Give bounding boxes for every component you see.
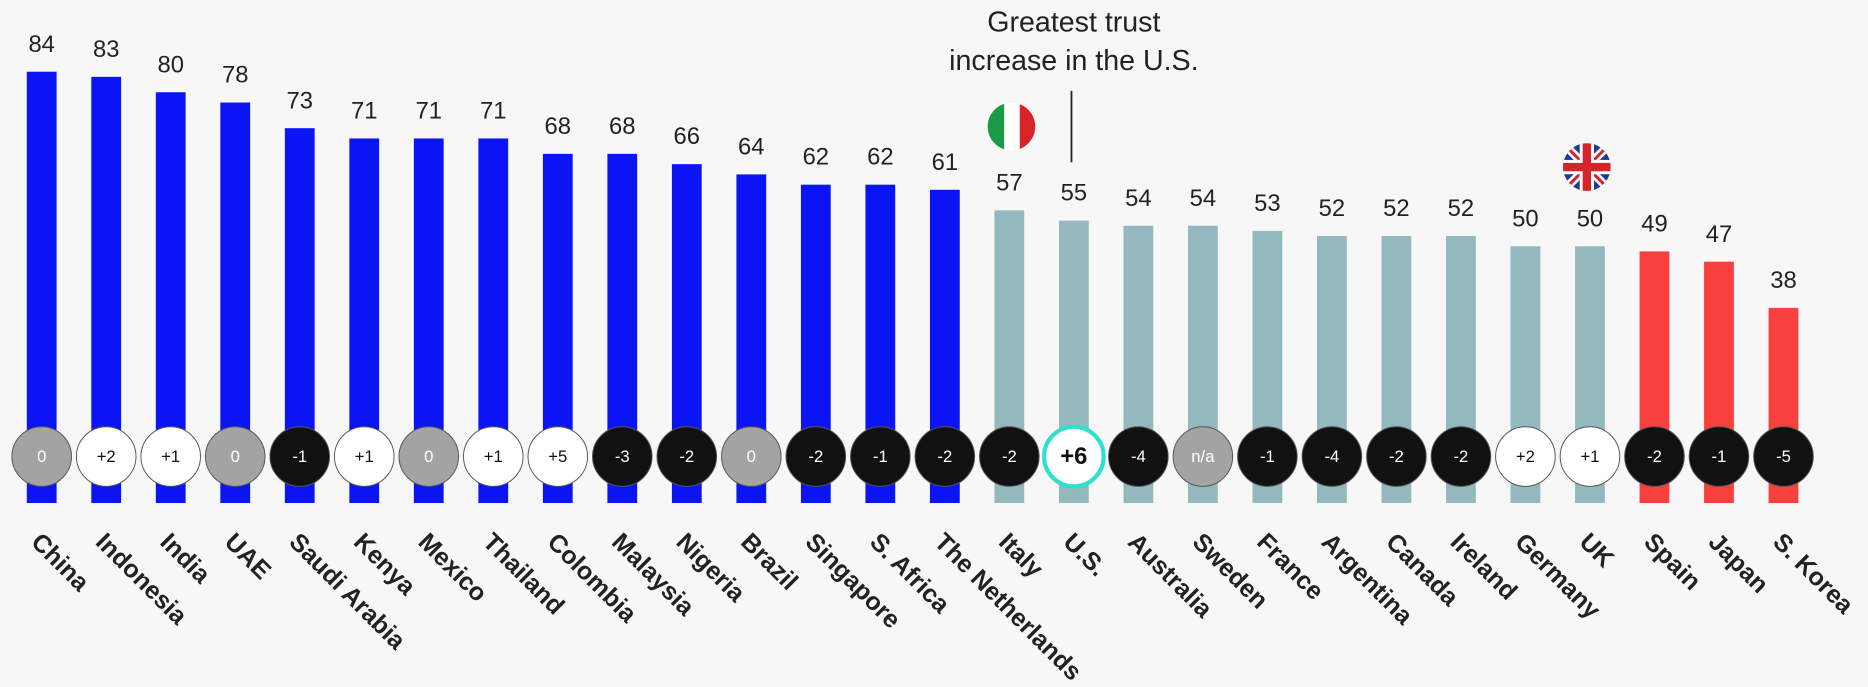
value-label: 49 — [1641, 211, 1668, 238]
value-label: 71 — [480, 98, 506, 125]
change-label: -1 — [873, 447, 888, 466]
value-label: 78 — [222, 62, 249, 89]
change-badge — [592, 426, 653, 487]
flag-uk — [1563, 143, 1611, 191]
value-label: 57 — [996, 169, 1023, 196]
value-label: 61 — [932, 149, 959, 176]
change-label: n/a — [1191, 447, 1215, 466]
change-badge — [721, 426, 782, 487]
change-label: -2 — [1647, 447, 1662, 466]
change-badge — [785, 426, 847, 487]
change-label: +1 — [1580, 447, 1599, 466]
value-label: 54 — [1190, 185, 1217, 212]
value-label: 71 — [351, 98, 378, 125]
value-label: 68 — [545, 113, 572, 140]
change-label: 0 — [424, 447, 433, 466]
change-badge — [914, 426, 976, 487]
change-label: +1 — [161, 447, 180, 466]
change-label: +1 — [355, 447, 374, 466]
value-label: 73 — [286, 87, 313, 114]
value-label: 64 — [738, 133, 765, 160]
change-badge — [1753, 426, 1814, 487]
change-label: -2 — [1002, 447, 1017, 466]
change-badge — [1559, 426, 1621, 487]
change-label: -4 — [1131, 447, 1146, 466]
change-label: +6 — [1060, 443, 1087, 470]
change-badge — [1495, 426, 1556, 487]
value-label: 52 — [1383, 195, 1410, 222]
change-badge — [75, 426, 137, 487]
change-label: +1 — [484, 447, 503, 466]
change-badge — [269, 426, 330, 487]
change-badge — [1624, 426, 1685, 487]
value-label: 66 — [674, 123, 701, 150]
change-label: -2 — [1454, 447, 1469, 466]
change-badge — [1108, 426, 1169, 487]
change-label: -2 — [679, 447, 694, 466]
change-badge — [527, 426, 589, 487]
value-label: 50 — [1512, 205, 1539, 232]
value-label: 62 — [867, 144, 894, 171]
change-badge — [333, 426, 395, 487]
change-label: -5 — [1776, 447, 1791, 466]
change-label: -1 — [1260, 447, 1275, 466]
change-badge — [398, 426, 460, 487]
annotation-text: Greatest trust — [987, 7, 1160, 39]
change-label: -3 — [615, 447, 630, 466]
change-badge — [140, 426, 201, 487]
change-badge — [1366, 426, 1427, 487]
value-label: 62 — [803, 144, 830, 171]
change-badge — [463, 426, 524, 487]
value-label: 38 — [1770, 267, 1797, 294]
value-label: 80 — [157, 51, 184, 78]
change-label: 0 — [37, 447, 46, 466]
value-label: 53 — [1254, 190, 1281, 217]
change-badge — [656, 426, 718, 487]
change-badge — [1172, 426, 1234, 487]
change-label: +2 — [97, 447, 116, 466]
annotation-text: increase in the U.S. — [949, 45, 1198, 77]
change-badge — [1430, 426, 1492, 487]
change-label: 0 — [231, 447, 240, 466]
value-label: 55 — [1061, 180, 1088, 207]
value-label: 54 — [1125, 185, 1152, 212]
change-label: -2 — [937, 447, 952, 466]
value-label: 52 — [1319, 195, 1346, 222]
change-label: +5 — [548, 447, 567, 466]
change-label: -1 — [1712, 447, 1727, 466]
change-label: -4 — [1324, 447, 1339, 466]
change-label: -1 — [292, 447, 307, 466]
change-badge — [204, 426, 266, 487]
change-badge — [1688, 426, 1750, 487]
change-label: 0 — [747, 447, 756, 466]
value-label: 68 — [609, 113, 636, 140]
change-label: -2 — [1389, 447, 1404, 466]
change-badge — [979, 426, 1040, 487]
value-label: 50 — [1577, 205, 1604, 232]
value-label: 52 — [1448, 195, 1475, 222]
change-badge — [11, 426, 72, 487]
value-label: 83 — [93, 36, 120, 63]
change-label: -2 — [808, 447, 823, 466]
change-badge — [850, 426, 911, 487]
change-badge — [1041, 424, 1106, 489]
change-label: +2 — [1516, 447, 1535, 466]
value-label: 71 — [416, 98, 443, 125]
change-badge — [1237, 426, 1298, 487]
value-label: 47 — [1706, 221, 1733, 248]
change-badge — [1301, 426, 1363, 487]
value-label: 84 — [28, 31, 55, 58]
flag-italy — [987, 102, 1036, 151]
